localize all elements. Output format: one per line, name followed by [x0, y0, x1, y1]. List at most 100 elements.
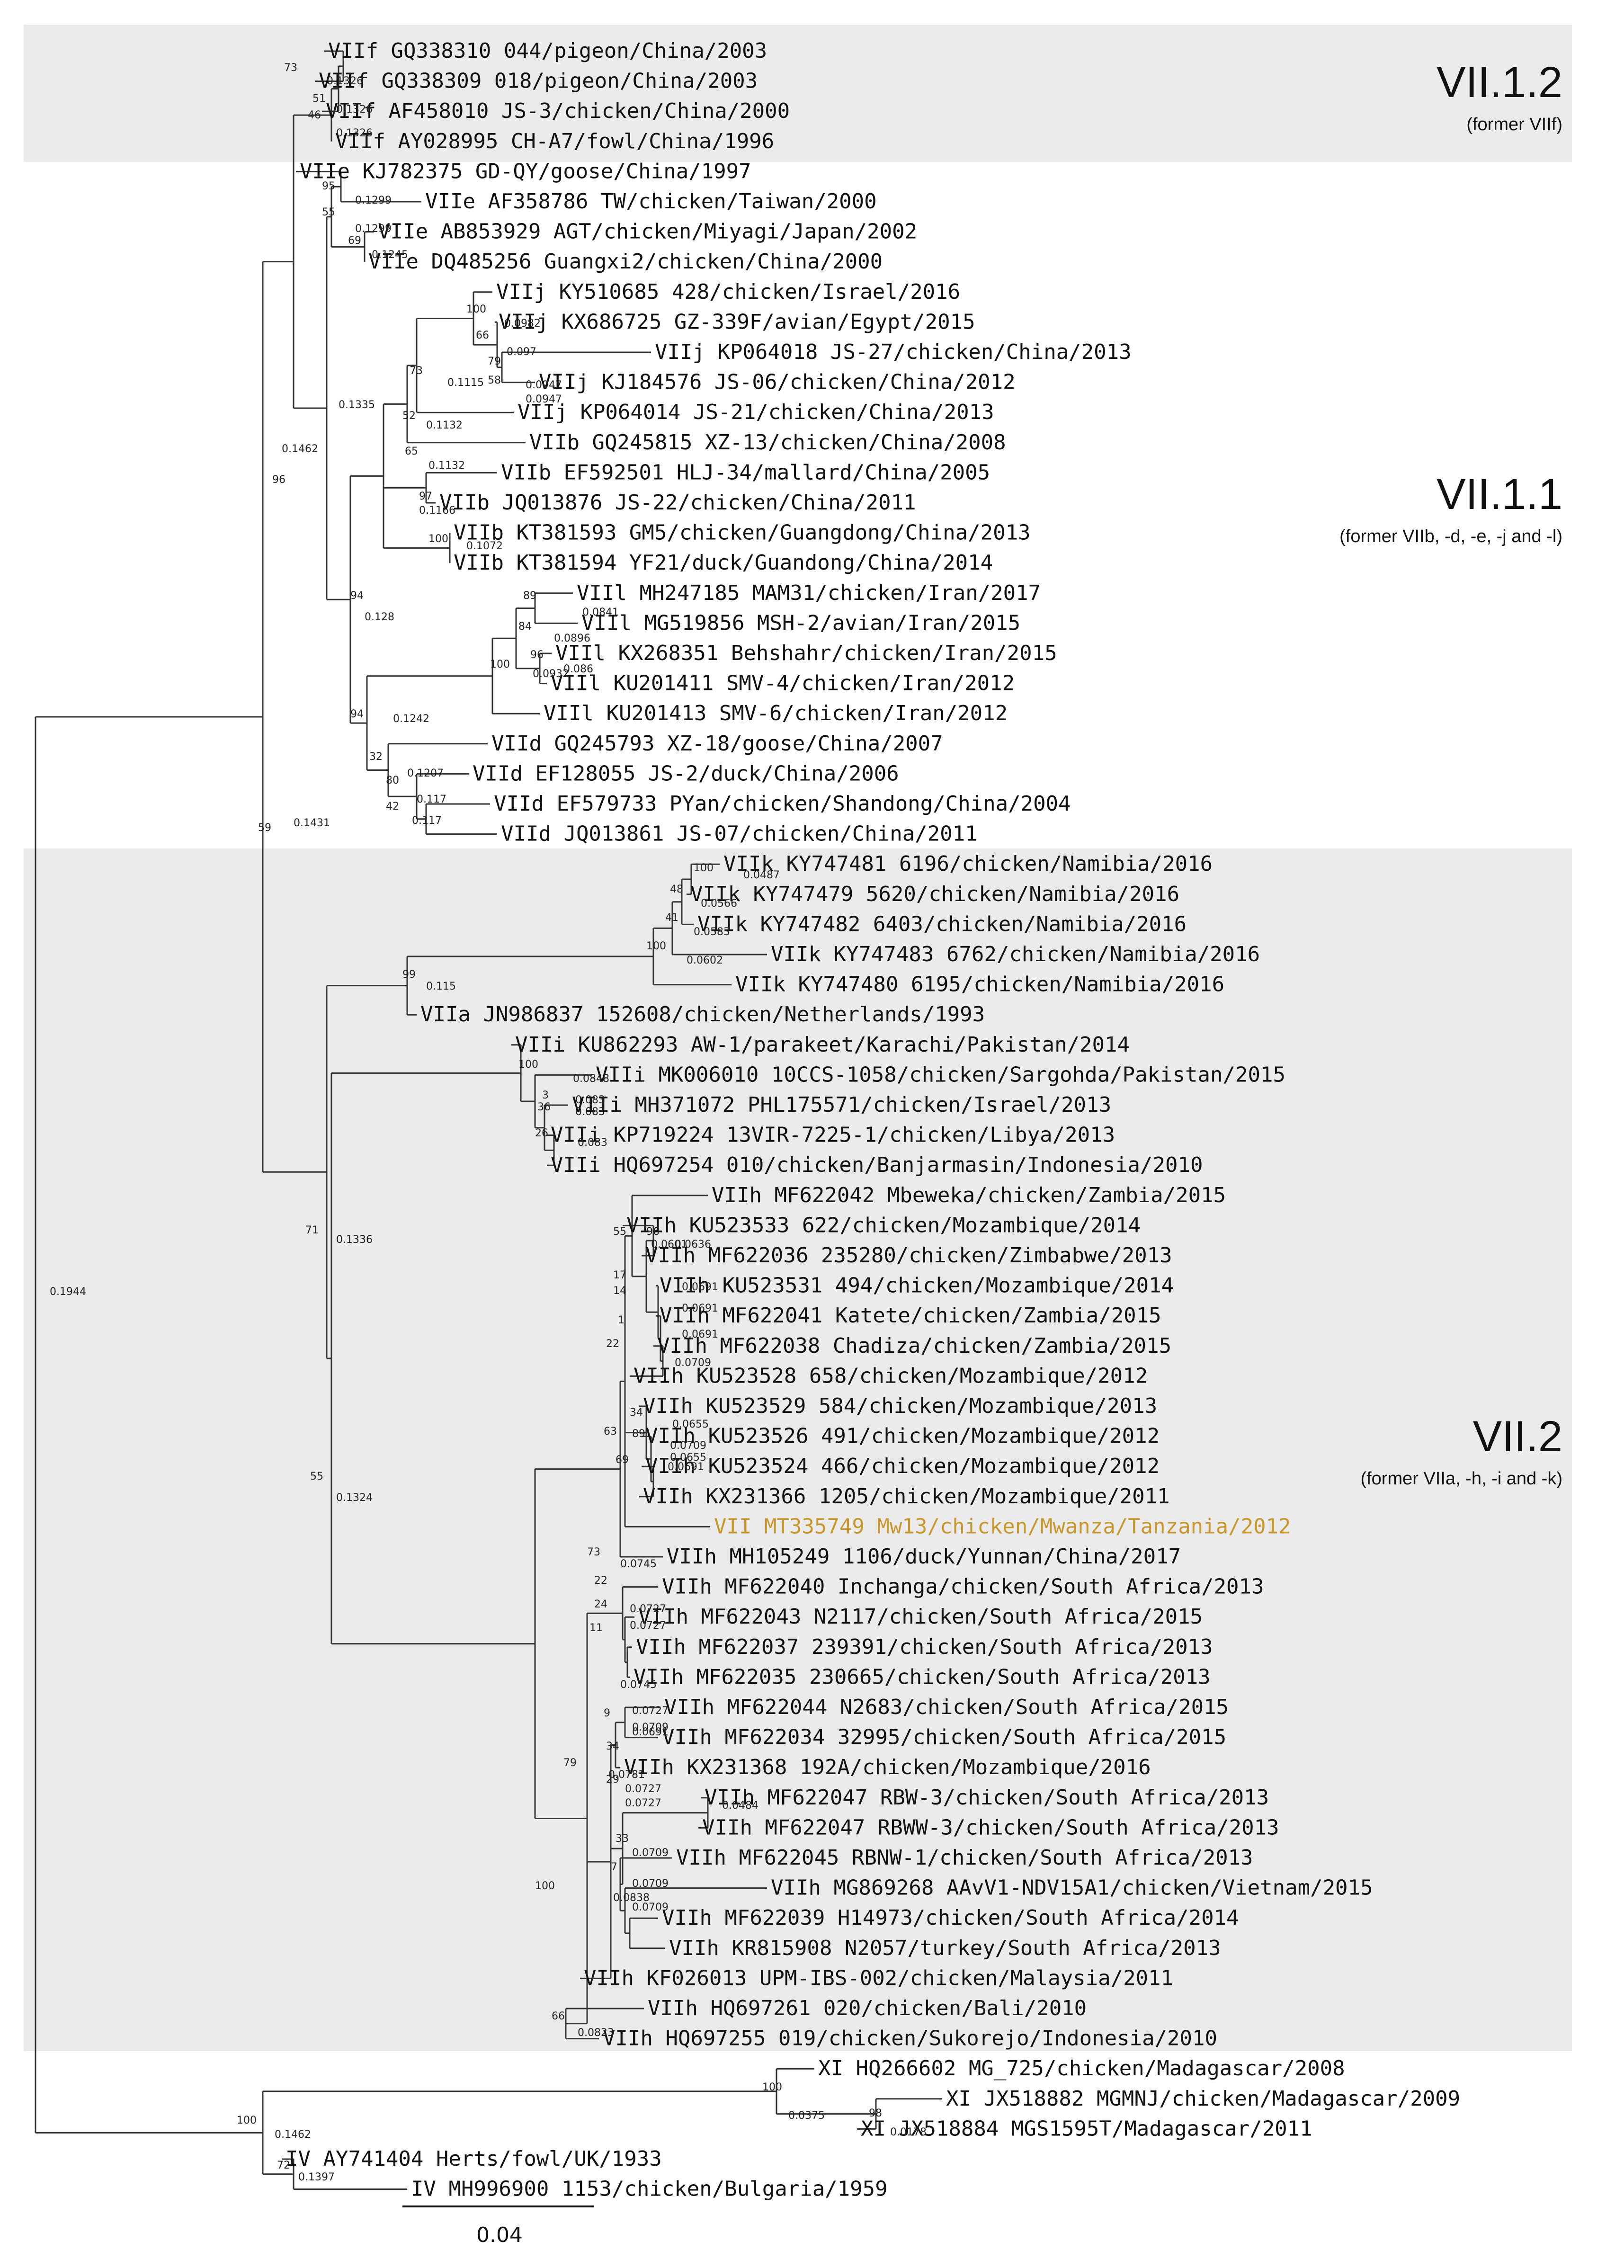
leaf-label: VIIk KY747479 5620/chicken/Namibia/2016 [690, 882, 1179, 906]
branch-length-label: 0.097 [507, 346, 536, 358]
leaf-label: VIIe KJ782375 GD-QY/goose/China/1997 [300, 159, 751, 183]
leaf-label: VIIj KP064018 JS-27/chicken/China/2013 [655, 340, 1132, 364]
branch-length-label: 0.1072 [466, 540, 503, 552]
bootstrap-value: 22 [594, 1575, 607, 1587]
branch-length-label: 0.1299 [355, 223, 392, 235]
branch-length-label: 0.0947 [526, 379, 562, 391]
leaf-label: VIIh KX231368 192A/chicken/Mozambique/20… [624, 1755, 1151, 1779]
leaf-label: VIIh KU523526 491/chicken/Mozambique/201… [645, 1424, 1160, 1448]
bootstrap-value: 100 [762, 2081, 782, 2093]
branch-length-label: 0.0838 [613, 1892, 650, 1904]
leaf-label: VIIi MK006010 10CCS-1058/chicken/Sargohd… [596, 1063, 1285, 1087]
bootstrap-value: 71 [305, 1224, 319, 1236]
bootstrap-value: 34 [630, 1407, 643, 1419]
branch-length-label: 0.117 [412, 815, 442, 827]
leaf-label: VIIl KU201413 SMV-6/chicken/Iran/2012 [544, 701, 1008, 725]
leaf-label: VIIk KY747482 6403/chicken/Namibia/2016 [697, 912, 1187, 936]
leaf-label: VIIi MH371072 PHL175571/chicken/Israel/2… [572, 1093, 1111, 1117]
leaf-labels: VIIf GQ338310 044/pigeon/China/2003 VIIf … [286, 39, 1460, 2201]
leaf-label: VIIl KX268351 Behshahr/chicken/Iran/2015 [555, 641, 1057, 665]
branch-length-label: 0.083 [575, 1094, 605, 1106]
bootstrap-value: 17 [613, 1269, 626, 1281]
branch-length-label: 0.0932 [533, 668, 569, 680]
leaf-label: VIIh MF622040 Inchanga/chicken/South Afr… [662, 1575, 1264, 1599]
bootstrap-value: 66 [552, 2010, 565, 2022]
leaf-label: VIId EF579733 PYan/chicken/Shandong/Chin… [494, 792, 1071, 816]
leaf-label: VIIh MF622042 Mbeweka/chicken/Zambia/201… [712, 1183, 1226, 1207]
leaf-label: IV MH996900 1153/chicken/Bulgaria/1959 [411, 2177, 888, 2201]
bootstrap-value: 42 [386, 801, 399, 813]
bootstrap-value: 24 [594, 1598, 607, 1610]
bootstrap-value: 41 [665, 912, 678, 924]
bootstrap-value: 100 [646, 940, 666, 952]
branch-length-label: 0.0655 [672, 1419, 709, 1430]
bootstrap-value: 32 [369, 751, 383, 763]
branch-length-label: 0.0636 [675, 1239, 711, 1250]
bootstrap-value: 36 [537, 1101, 551, 1113]
branch-length-label: 0.0947 [526, 393, 562, 405]
clade-vii2-subtitle: (former VIIa, -h, -i and -k) [1360, 1469, 1562, 1489]
branch-length-label: 0.1326 [336, 104, 373, 116]
branch-length-label: 0.1336 [336, 1234, 373, 1246]
leaf-label: IV AY741404 Herts/fowl/UK/1933 [286, 2147, 662, 2171]
leaf-label: VIIh MF622036 235280/chicken/Zimbabwe/20… [645, 1243, 1172, 1268]
clade-vii2-shade [24, 848, 1572, 2051]
branch-length-label: 0.0566 [701, 898, 737, 910]
leaf-label: VIIj KX686725 GZ-339F/avian/Egypt/2015 [499, 310, 975, 334]
branch-length-label: 0.0745 [620, 1558, 657, 1570]
leaf-label: VIIk KY747483 6762/chicken/Namibia/2016 [771, 942, 1260, 966]
leaf-label: VIIi KU862293 AW-1/parakeet/Karachi/Paki… [515, 1033, 1130, 1057]
bootstrap-value: 1 [618, 1314, 625, 1326]
clade-vii12-title: VII.1.2 [1437, 58, 1562, 107]
branch-length-label: 0.0727 [632, 1705, 669, 1717]
leaf-label: VIIh KX231366 1205/chicken/Mozambique/20… [643, 1484, 1170, 1509]
tree-branches [35, 50, 942, 2190]
leaf-label: VIIj KJ184576 JS-06/chicken/China/2012 [539, 370, 1016, 394]
leaf-label: VIIe DQ485256 Guangxi2/chicken/China/200… [368, 250, 883, 274]
leaf-label: VIIh MF622045 RBNW-1/chicken/South Afric… [676, 1846, 1253, 1870]
bootstrap-value: 63 [604, 1426, 617, 1438]
branch-length-label: 0.0709 [632, 1878, 669, 1890]
branch-length-label: 0.0655 [670, 1452, 706, 1464]
bootstrap-value: 3 [542, 1089, 549, 1101]
bootstrap-value: 55 [322, 206, 335, 218]
leaf-label: VIIi HQ697254 010/chicken/Banjarmasin/In… [551, 1153, 1203, 1177]
bootstrap-value: 100 [535, 1880, 555, 1892]
branch-length-label: 0.0727 [630, 1603, 666, 1615]
branch-length-label: 0.0841 [582, 607, 619, 618]
branch-length-label: 0.1462 [282, 443, 318, 455]
branch-length-label: 0.1242 [393, 713, 429, 725]
branch-length-labels: 0.1326 0.1326 0.1326 0.1299 0.1299 0.1245 0.09… [50, 75, 927, 2183]
leaf-label: XI JX518884 MGS1595T/Madagascar/2011 [861, 2116, 1312, 2141]
branch-length-label: 0.1335 [339, 399, 375, 411]
bootstrap-values: 7351469555691006679587352659710089849610… [237, 62, 882, 2171]
bootstrap-value: 100 [237, 2115, 257, 2126]
bootstrap-value: 100 [466, 304, 486, 315]
clade-vii12-subtitle: (former VIIf) [1466, 115, 1562, 134]
leaf-label: VIIh HQ697261 020/chicken/Bali/2010 [648, 1996, 1087, 2020]
leaf-label: VIIh MF622044 N2683/chicken/South Africa… [664, 1695, 1229, 1719]
bootstrap-value: 22 [606, 1338, 619, 1350]
branch-length-label: 0.0691 [632, 1726, 669, 1738]
branch-length-label: 0.0375 [788, 2110, 825, 2122]
branch-length-label: 0.0709 [675, 1357, 711, 1369]
bootstrap-value: 94 [350, 590, 364, 602]
leaf-label: VIId GQ245793 XZ-18/goose/China/2007 [491, 732, 943, 756]
branch-length-label: 0.0691 [668, 1461, 704, 1473]
leaf-label: VIIh MF622041 Katete/chicken/Zambia/2015 [660, 1304, 1161, 1328]
branch-length-label: 0.0745 [620, 1679, 657, 1691]
bootstrap-value: 80 [386, 775, 399, 786]
bootstrap-value: 58 [488, 375, 501, 386]
branch-length-label: 0.0727 [625, 1797, 661, 1809]
leaf-label: VIIh KU523524 466/chicken/Mozambique/201… [645, 1454, 1160, 1478]
leaf-label: VIIh MF622039 H14973/chicken/South Afric… [662, 1906, 1239, 1930]
leaf-label: VIIh MF622047 RBW-3/chicken/South Africa… [705, 1786, 1269, 1810]
bootstrap-value: 55 [310, 1471, 323, 1482]
leaf-label: VIIh KF026013 UPM-IBS-002/chicken/Malays… [584, 1966, 1173, 1990]
bootstrap-value: 73 [284, 62, 297, 74]
branch-length-label: 0.0709 [632, 1722, 669, 1733]
branch-length-label: 0.128 [365, 611, 394, 623]
branch-length-label: 0.0709 [670, 1440, 706, 1452]
bootstrap-value: 11 [589, 1622, 603, 1634]
branch-length-label: 0.0709 [632, 1847, 669, 1859]
